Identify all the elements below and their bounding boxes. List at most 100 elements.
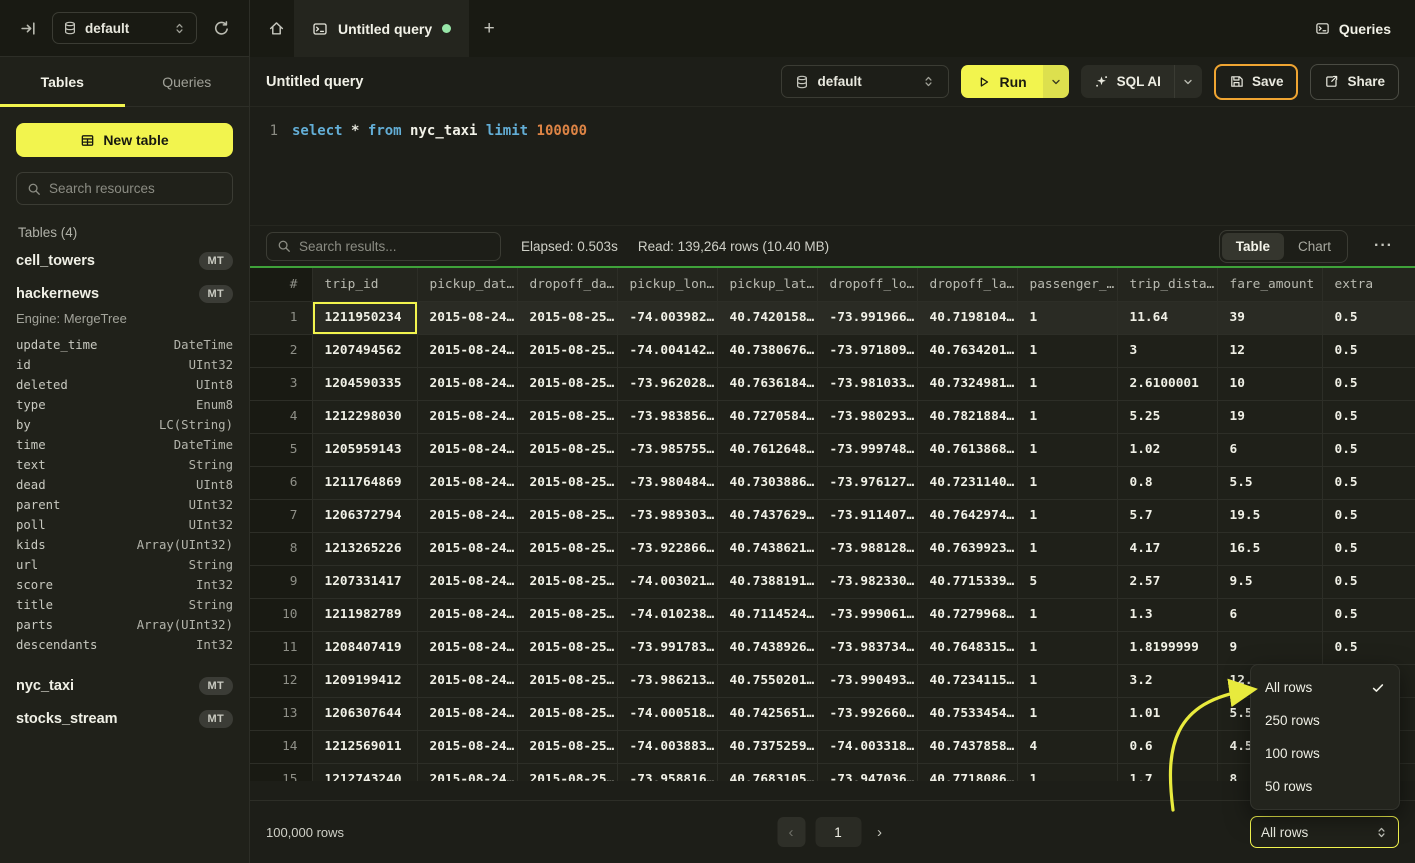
grid-cell[interactable]: 40.7375259… [717, 730, 818, 764]
grid-cell[interactable]: 1 [1017, 466, 1118, 500]
grid-cell[interactable]: 2015-08-25… [517, 433, 618, 467]
grid-cell[interactable]: 1212569011 [312, 730, 418, 764]
table-item-cell_towers[interactable]: cell_towers MT [16, 244, 233, 277]
grid-cell[interactable]: 1.3 [1117, 598, 1218, 632]
grid-cell[interactable]: 1 [1017, 532, 1118, 566]
view-toggle-chart[interactable]: Chart [1298, 238, 1332, 254]
grid-header-cell[interactable]: pickup_lon… [617, 268, 718, 302]
grid-header-cell[interactable]: dropoff_da… [517, 268, 618, 302]
grid-cell[interactable]: 40.7437629… [717, 499, 818, 533]
grid-cell[interactable]: 1204590335 [312, 367, 418, 401]
grid-header-cell[interactable]: dropoff_la… [917, 268, 1018, 302]
grid-cell[interactable]: -73.986213… [617, 664, 718, 698]
grid-header-cell[interactable]: passenger_… [1017, 268, 1118, 302]
grid-cell[interactable]: 2015-08-25… [517, 730, 618, 764]
grid-cell[interactable]: 10 [1217, 367, 1323, 401]
grid-cell[interactable]: 1207494562 [312, 334, 418, 368]
grid-cell[interactable]: 1.02 [1117, 433, 1218, 467]
grid-cell[interactable]: 2.57 [1117, 565, 1218, 599]
grid-cell[interactable]: 9.5 [1217, 565, 1323, 599]
grid-cell[interactable]: 40.7324981… [917, 367, 1018, 401]
grid-cell[interactable]: 1206307644 [312, 697, 418, 731]
grid-header-cell[interactable]: fare_amount [1217, 268, 1323, 302]
sql-ai-button[interactable]: SQL AI [1081, 65, 1174, 98]
grid-cell[interactable]: 2015-08-25… [517, 763, 618, 781]
grid-cell[interactable]: 2.6100001 [1117, 367, 1218, 401]
new-tab-button[interactable]: + [483, 17, 495, 39]
grid-header-cell[interactable]: pickup_dat… [417, 268, 518, 302]
grid-cell[interactable]: 2015-08-24… [417, 367, 518, 401]
grid-cell[interactable]: 40.7114524… [717, 598, 818, 632]
grid-cell[interactable]: -74.003883… [617, 730, 718, 764]
page-size-option[interactable]: 100 rows [1251, 737, 1399, 770]
save-button[interactable]: Save [1213, 63, 1299, 100]
grid-cell[interactable]: 40.7612648… [717, 433, 818, 467]
grid-cell[interactable]: 2015-08-25… [517, 466, 618, 500]
grid-cell[interactable]: 9 [1217, 631, 1323, 665]
grid-cell[interactable]: 40.7648315… [917, 631, 1018, 665]
sql-ai-options-button[interactable] [1173, 65, 1202, 98]
grid-cell[interactable]: -73.999748… [817, 433, 918, 467]
current-page[interactable]: 1 [815, 817, 861, 847]
grid-cell[interactable]: 0.5 [1322, 367, 1415, 401]
grid-cell[interactable]: 1211982789 [312, 598, 418, 632]
grid-cell[interactable]: -73.983856… [617, 400, 718, 434]
grid-cell[interactable]: -73.958816… [617, 763, 718, 781]
results-search-input[interactable] [299, 238, 490, 254]
grid-header-cell[interactable]: trip_id [312, 268, 418, 302]
grid-cell[interactable]: 2015-08-25… [517, 400, 618, 434]
grid-cell[interactable]: 40.7613868… [917, 433, 1018, 467]
table-item-hackernews[interactable]: hackernews MT [16, 277, 233, 310]
grid-cell[interactable]: 2015-08-24… [417, 532, 518, 566]
grid-cell[interactable]: -73.981033… [817, 367, 918, 401]
grid-cell[interactable]: 40.7437858… [917, 730, 1018, 764]
grid-cell[interactable]: -74.010238… [617, 598, 718, 632]
grid-cell[interactable]: -73.990493… [817, 664, 918, 698]
grid-cell[interactable]: 40.7438621… [717, 532, 818, 566]
grid-cell[interactable]: 2015-08-24… [417, 334, 518, 368]
grid-cell[interactable]: 0.5 [1322, 466, 1415, 500]
grid-cell[interactable]: 0.5 [1322, 565, 1415, 599]
grid-cell[interactable]: 1212298030 [312, 400, 418, 434]
table-item-stocks_stream[interactable]: stocks_stream MT [16, 702, 233, 735]
refresh-icon[interactable] [207, 14, 235, 42]
grid-cell[interactable]: 1 [1017, 334, 1118, 368]
sidebar-tab-tables[interactable]: Tables [0, 57, 125, 107]
grid-cell[interactable]: 1208407419 [312, 631, 418, 665]
grid-cell[interactable]: 1 [1017, 499, 1118, 533]
sidebar-tab-queries[interactable]: Queries [162, 73, 212, 90]
grid-cell[interactable]: -73.962028… [617, 367, 718, 401]
grid-cell[interactable]: 12 [1217, 334, 1323, 368]
grid-header-cell[interactable]: pickup_lat… [717, 268, 818, 302]
grid-cell[interactable]: -73.991966… [817, 301, 918, 335]
grid-cell[interactable]: 40.7533454… [917, 697, 1018, 731]
grid-cell[interactable]: 2015-08-25… [517, 598, 618, 632]
grid-cell[interactable]: -73.922866… [617, 532, 718, 566]
grid-cell[interactable]: 1 [1017, 631, 1118, 665]
grid-cell[interactable]: 2015-08-25… [517, 334, 618, 368]
grid-cell[interactable]: -73.989303… [617, 499, 718, 533]
grid-cell[interactable]: 40.7821884… [917, 400, 1018, 434]
grid-cell[interactable]: 0.5 [1322, 400, 1415, 434]
grid-cell[interactable]: 0.8 [1117, 466, 1218, 500]
grid-cell[interactable]: 1207331417 [312, 565, 418, 599]
grid-cell[interactable]: 2015-08-25… [517, 631, 618, 665]
grid-cell[interactable]: 6 [1217, 433, 1323, 467]
grid-cell[interactable]: 2015-08-25… [517, 565, 618, 599]
grid-cell[interactable]: 1205959143 [312, 433, 418, 467]
page-size-option[interactable]: All rows [1251, 671, 1399, 704]
grid-cell[interactable]: -73.988128… [817, 532, 918, 566]
grid-cell[interactable]: 2015-08-24… [417, 466, 518, 500]
grid-cell[interactable]: 40.7438926… [717, 631, 818, 665]
grid-cell[interactable]: 40.7718086… [917, 763, 1018, 781]
grid-cell[interactable]: 2015-08-24… [417, 565, 518, 599]
grid-cell[interactable]: -74.003982… [617, 301, 718, 335]
resource-search-input[interactable] [49, 181, 226, 196]
grid-cell[interactable]: 40.7550201… [717, 664, 818, 698]
grid-cell[interactable]: 40.7231140… [917, 466, 1018, 500]
grid-cell[interactable]: 2015-08-24… [417, 631, 518, 665]
grid-cell[interactable]: 2015-08-25… [517, 367, 618, 401]
grid-cell[interactable]: 40.7642974… [917, 499, 1018, 533]
grid-cell[interactable]: 40.7683105… [717, 763, 818, 781]
grid-cell[interactable]: 40.7639923… [917, 532, 1018, 566]
